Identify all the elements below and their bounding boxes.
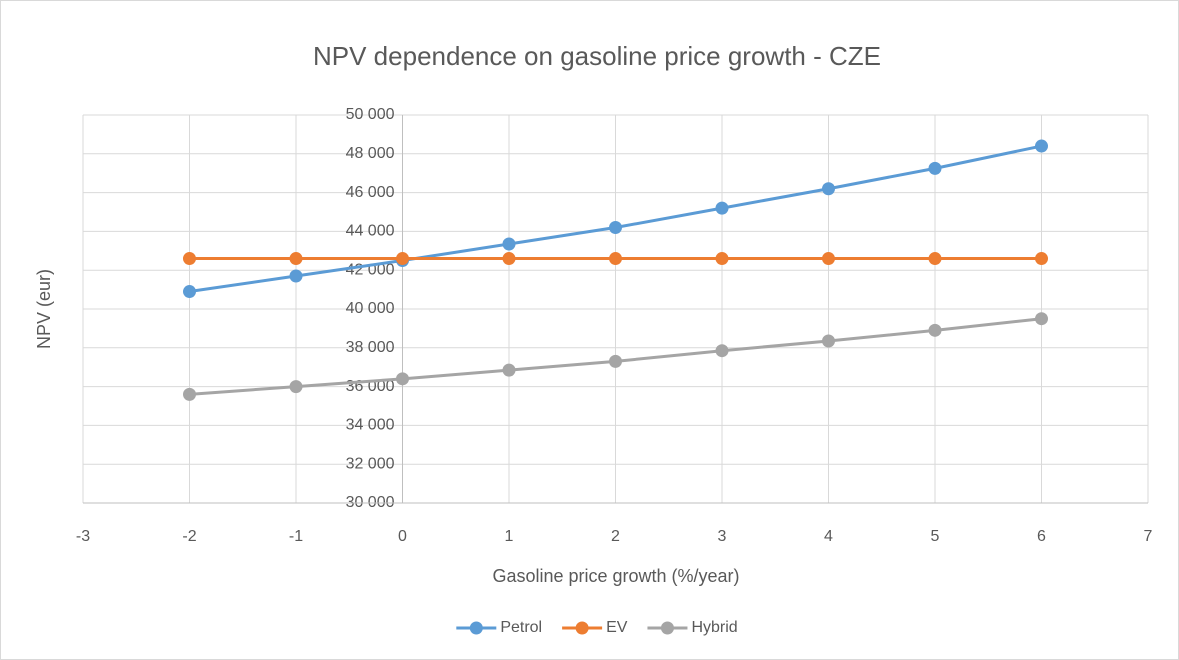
legend-label: Petrol xyxy=(500,619,542,636)
marker xyxy=(609,221,622,235)
y-tick-label: 38 000 xyxy=(346,339,395,356)
x-tick-label: 5 xyxy=(931,528,940,545)
legend-marker xyxy=(575,621,589,635)
marker xyxy=(1035,312,1048,326)
legend-marker xyxy=(469,621,483,635)
y-tick-label: 34 000 xyxy=(346,417,395,434)
x-tick-label: -2 xyxy=(182,528,196,545)
marker xyxy=(502,237,516,251)
legend: Petrol EV Hybrid xyxy=(456,619,738,636)
x-tick-label: 3 xyxy=(718,528,727,545)
x-tick-label: 6 xyxy=(1037,528,1046,545)
marker xyxy=(1035,252,1048,266)
marker xyxy=(609,252,622,266)
marker xyxy=(289,380,303,394)
marker xyxy=(822,252,835,266)
y-axis-title: NPV (eur) xyxy=(34,269,54,349)
x-tick-label: 7 xyxy=(1144,528,1153,545)
marker xyxy=(715,344,729,358)
marker xyxy=(183,252,196,266)
y-tick-label: 44 000 xyxy=(346,223,395,240)
marker xyxy=(822,334,835,348)
y-tick-label: 48 000 xyxy=(346,145,395,162)
marker xyxy=(396,372,409,386)
marker xyxy=(183,387,196,401)
marker xyxy=(502,252,516,266)
legend-marker xyxy=(660,621,674,635)
chart-title: NPV dependence on gasoline price growth … xyxy=(313,41,881,71)
y-tick-label: 32 000 xyxy=(346,455,395,472)
y-tick-label: 46 000 xyxy=(346,184,395,201)
y-tick-label: 40 000 xyxy=(346,300,395,317)
marker xyxy=(822,182,835,196)
x-tick-label: 2 xyxy=(611,528,620,545)
x-tick-label: -3 xyxy=(76,528,90,545)
marker xyxy=(609,354,622,368)
x-tick-label: 0 xyxy=(398,528,407,545)
marker xyxy=(396,252,409,266)
legend-label: EV xyxy=(606,619,628,636)
marker xyxy=(289,252,303,266)
marker xyxy=(183,285,196,299)
marker xyxy=(928,252,942,266)
x-tick-label: -1 xyxy=(289,528,303,545)
marker xyxy=(928,161,942,175)
marker xyxy=(289,269,303,283)
marker xyxy=(928,323,942,337)
marker xyxy=(715,252,729,266)
marker xyxy=(502,363,516,377)
marker xyxy=(1035,139,1048,153)
x-tick-label: 1 xyxy=(505,528,514,545)
marker xyxy=(715,201,729,215)
y-tick-label: 50 000 xyxy=(346,106,395,123)
x-tick-label: 4 xyxy=(824,528,833,545)
legend-label: Hybrid xyxy=(691,619,737,636)
x-axis-title: Gasoline price growth (%/year) xyxy=(492,566,739,586)
